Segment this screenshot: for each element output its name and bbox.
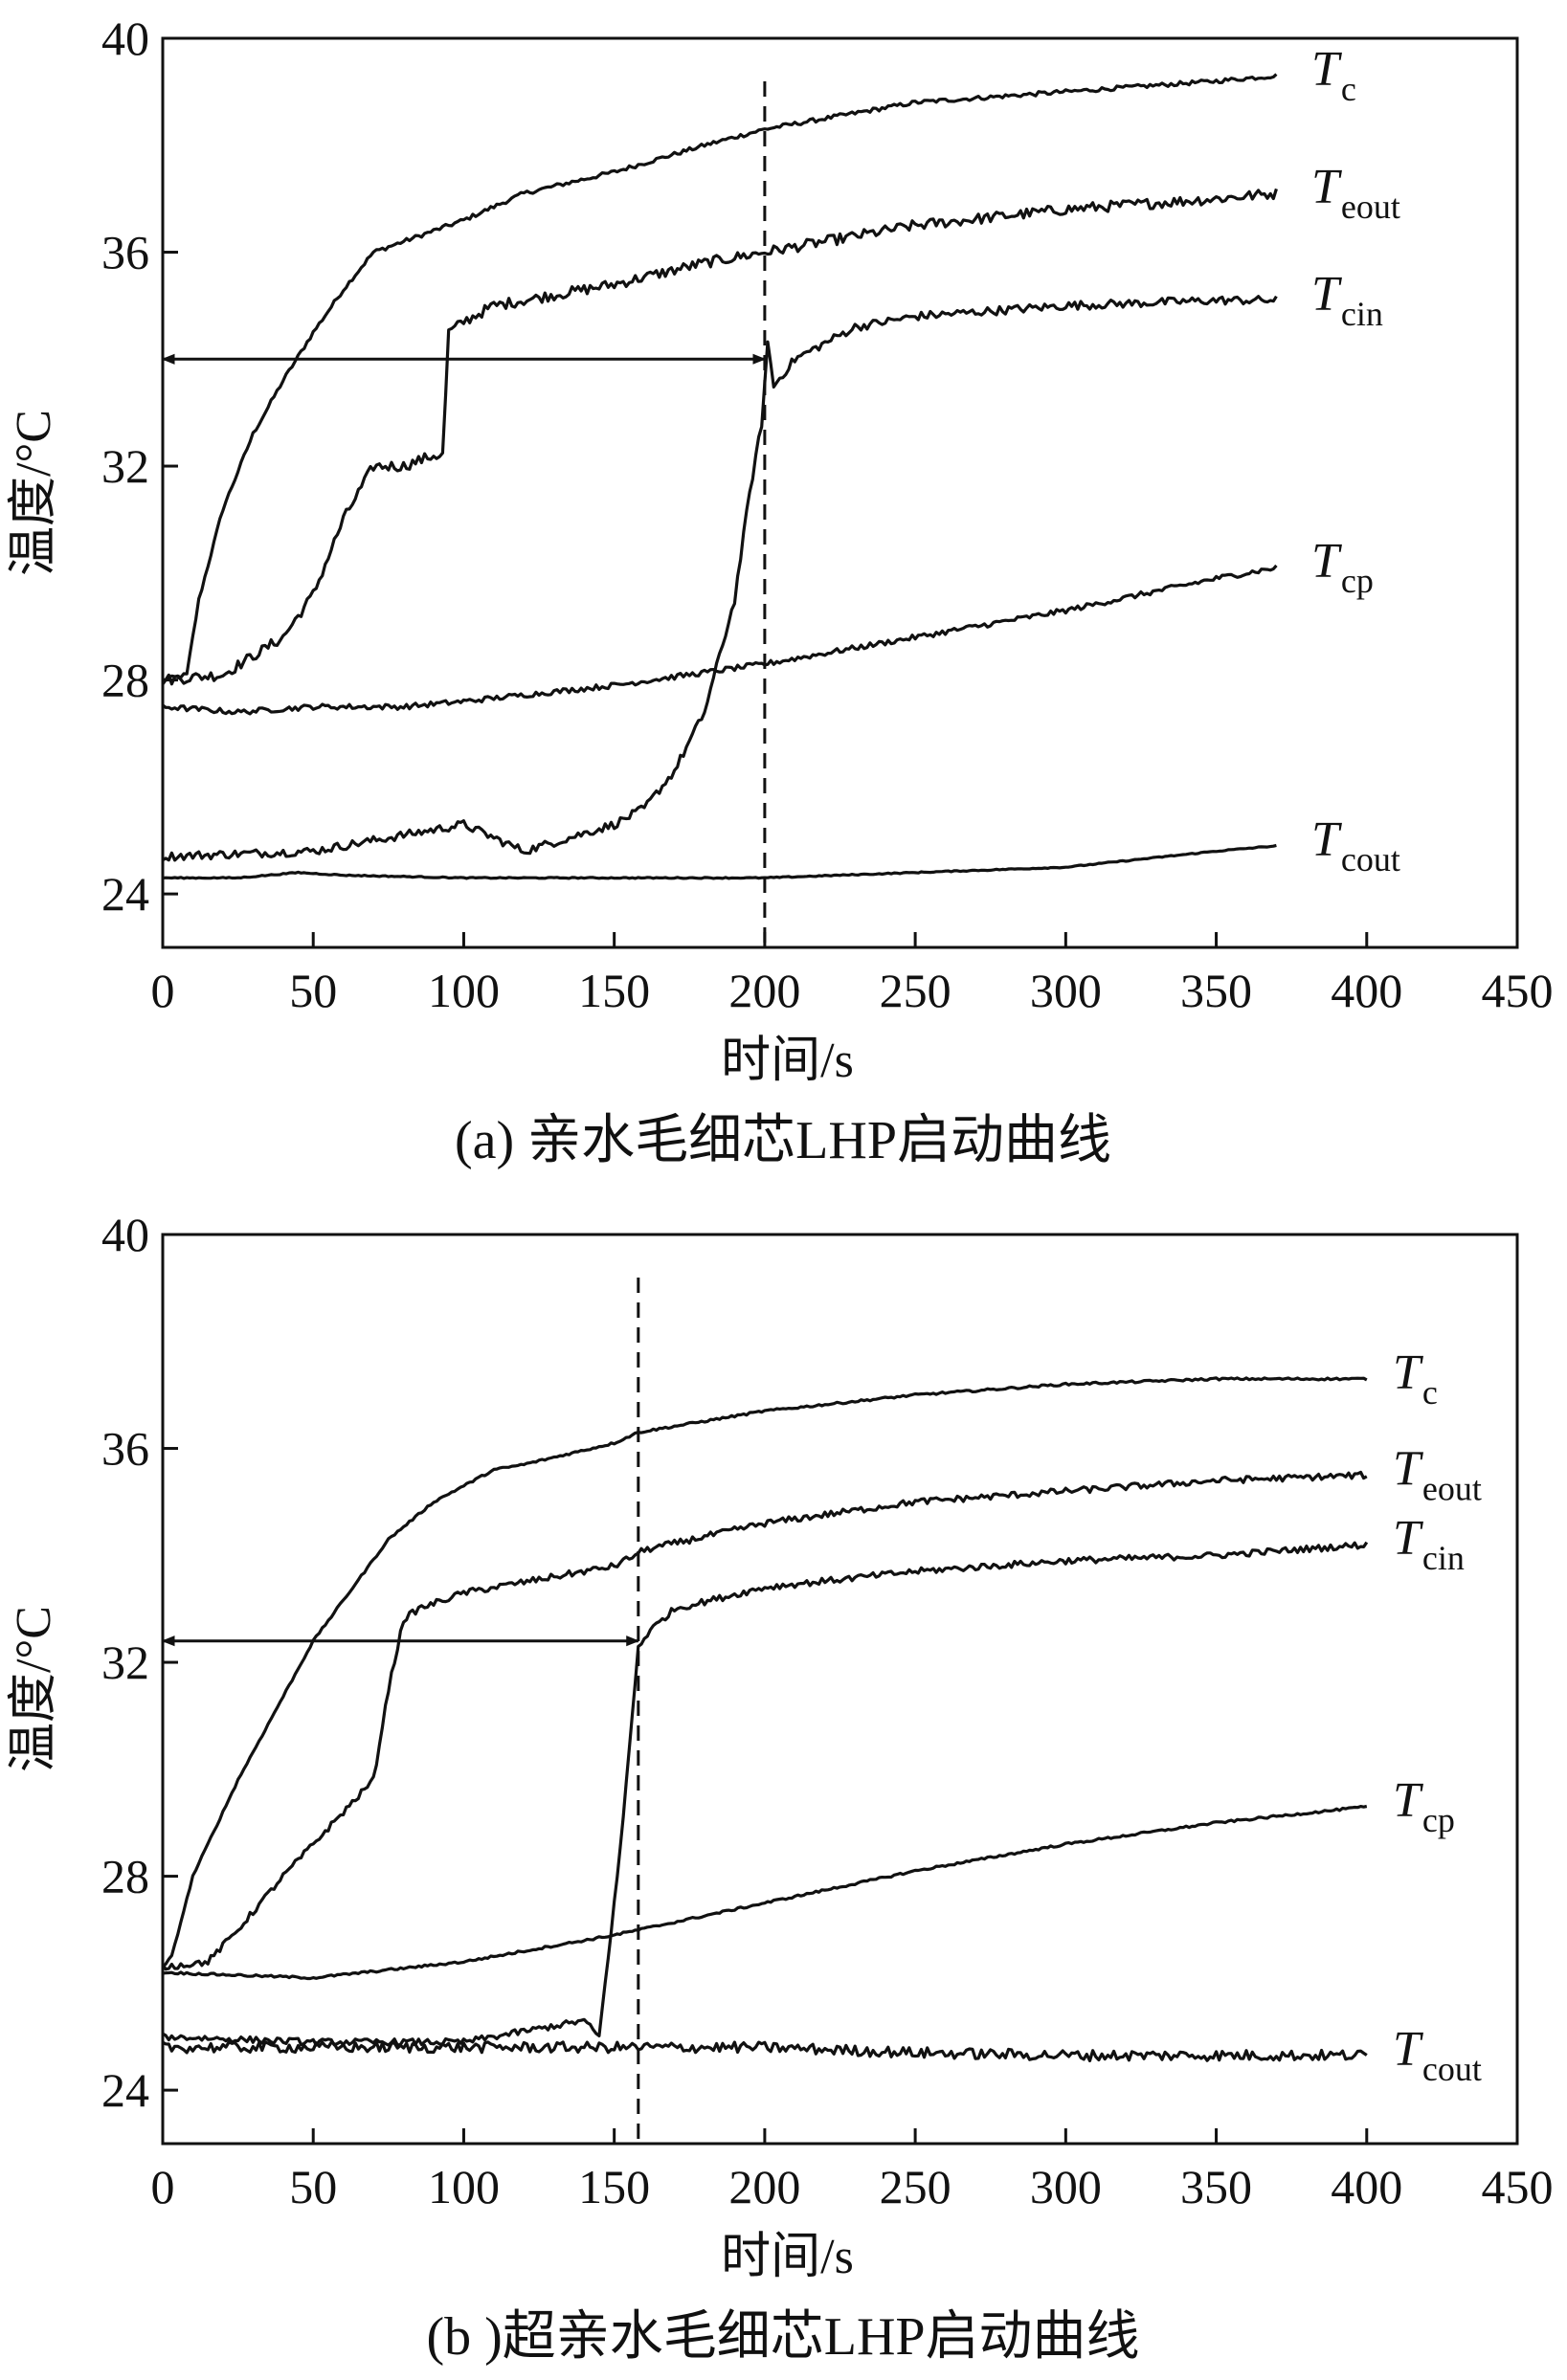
series-label-eout: Teout — [1393, 1441, 1482, 1507]
plot-frame — [161, 36, 1519, 949]
x-tick-label: 300 — [1030, 964, 1102, 1017]
series-line-c — [162, 73, 1278, 682]
series-line-eout — [161, 188, 1278, 686]
series-label-cin: Tcin — [1311, 267, 1383, 333]
x-tick-label: 0 — [151, 964, 175, 1017]
y-tick-label: 36 — [101, 226, 149, 279]
chart-panel-b: 0 50 100 150 200 250 300 350 400 450 24 28 32 36 40 时间/… — [7, 1208, 1554, 2367]
x-tick-label: 200 — [728, 964, 800, 1017]
series-label-cin: Tcin — [1393, 1511, 1465, 1577]
series-label-cout: Tcout — [1393, 2022, 1482, 2088]
series-line-cin — [162, 1541, 1369, 2047]
x-tick-label: 250 — [880, 964, 951, 1017]
x-tick-label: 150 — [578, 964, 650, 1017]
series-line-cp — [162, 1804, 1368, 1981]
x-axis-label: 时间/s — [721, 1034, 854, 1088]
y-tick-label: 40 — [101, 1208, 149, 1261]
x-axis-label: 时间/s — [721, 2230, 854, 2284]
x-tick-label: 400 — [1331, 2160, 1402, 2213]
y-tick-label: 24 — [101, 867, 149, 921]
x-tick-label: 200 — [728, 2160, 800, 2213]
figure-caption: (a) 亲水毛细芯LHP启动曲线 — [455, 1111, 1111, 1170]
series-line-eout — [161, 1470, 1368, 1971]
x-tick-label: 100 — [428, 964, 500, 1017]
series-line-cout — [162, 2040, 1368, 2062]
chart-panel-a: 0 50 100 150 200 250 300 350 400 450 24 28 32 36 40 时间/… — [7, 11, 1554, 1170]
y-tick-label: 32 — [101, 1635, 149, 1689]
x-tick-label: 50 — [289, 964, 337, 1017]
plot-frame — [161, 1233, 1519, 2146]
x-tick-label: 100 — [428, 2160, 500, 2213]
x-tick-label: 50 — [289, 2160, 337, 2213]
x-tick-label: 0 — [151, 2160, 175, 2213]
series-line-c — [162, 1376, 1368, 1969]
series-label-eout: Teout — [1311, 160, 1400, 226]
y-axis-label: 温度/°C — [7, 1606, 61, 1772]
series-line-cin — [162, 295, 1278, 862]
series-label-c: Tc — [1393, 1346, 1438, 1412]
x-tick-label: 300 — [1030, 2160, 1102, 2213]
x-tick-label: 450 — [1482, 2160, 1554, 2213]
x-tick-label: 400 — [1331, 964, 1402, 1017]
y-axis-label: 温度/°C — [7, 410, 61, 576]
x-tick-label: 450 — [1482, 964, 1554, 1017]
y-tick-label: 28 — [101, 654, 149, 707]
x-tick-label: 250 — [880, 2160, 951, 2213]
series-label-cout: Tcout — [1311, 812, 1400, 879]
series-label-cp: Tcp — [1393, 1773, 1455, 1839]
x-tick-label: 350 — [1180, 2160, 1252, 2213]
y-tick-label: 24 — [101, 2063, 149, 2117]
y-tick-label: 28 — [101, 1850, 149, 1903]
figure-caption: (b )超亲水毛细芯LHP启动曲线 — [426, 2307, 1139, 2367]
y-tick-label: 32 — [101, 439, 149, 493]
series-line-cp — [162, 564, 1278, 716]
y-tick-label: 36 — [101, 1422, 149, 1476]
series-line-cout — [162, 843, 1277, 880]
y-tick-label: 40 — [101, 11, 149, 65]
series-label-cp: Tcp — [1311, 534, 1374, 600]
x-tick-label: 150 — [578, 2160, 650, 2213]
series-label-c: Tc — [1311, 42, 1356, 108]
x-tick-label: 350 — [1180, 964, 1252, 1017]
